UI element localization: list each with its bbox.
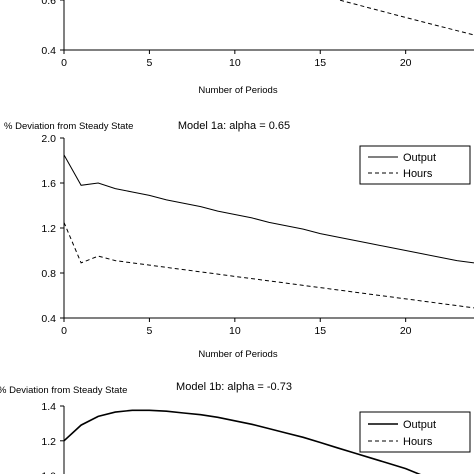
panel-middle-x-label: Number of Periods [198,349,277,360]
legend-box [359,145,471,185]
panel-middle-legend: Output Hours [359,145,471,185]
series-line-output [63,409,422,474]
y-tick-label: 0.6 [41,0,56,7]
panel-top-x-label: Number of Periods [198,85,277,96]
panel-middle-title: Model 1a: alpha = 0.65 [178,120,290,132]
x-tick-label: 0 [61,57,67,69]
panel-middle: % Deviation from Steady State Model 1a: … [4,120,474,360]
panel-bottom-legend: Output Hours [359,411,471,453]
y-tick-label: 1.6 [41,178,56,190]
x-tick-label: 15 [314,57,326,69]
series-line-output [63,154,474,264]
x-tick-label: 20 [400,325,412,337]
y-tick-label: 0.8 [41,268,56,280]
legend-output-label: Output [403,419,436,431]
panel-bottom: % Deviation from Steady State Model 1b: … [0,381,471,474]
panel-middle-y-label: % Deviation from Steady State [4,121,133,132]
panel-top: Number of Periods [63,0,474,96]
legend-box [359,411,471,453]
y-tick-label: 1.0 [41,471,56,474]
panel-2-marks: 1.0 1.2 1.4 [41,401,422,474]
y-tick-label: 0.4 [41,45,56,57]
legend-hours-label: Hours [403,436,433,448]
x-tick-label: 5 [146,325,152,337]
y-tick-label: 1.2 [41,436,56,448]
x-tick-label: 0 [61,325,67,337]
y-tick-label: 0.4 [41,313,56,325]
panel-bottom-y-label: % Deviation from Steady State [0,385,127,396]
series-line-hours [63,222,474,309]
series-line-dashed [337,0,474,36]
chart-marks: 0 5 10 15 20 0.4 0.6 0.80 5 10 15 20 0.4 0.8 1.2 1.6 2.0… [41,0,474,474]
y-tick-label: 1.2 [41,223,56,235]
x-tick-label: 10 [229,325,241,337]
y-tick-label: 1.4 [41,401,56,413]
legend-output-label: Output [403,152,436,164]
x-tick-label: 20 [400,57,412,69]
legend-hours-label: Hours [403,168,433,180]
x-tick-label: 5 [146,57,152,69]
x-tick-label: 10 [229,57,241,69]
panel-bottom-title: Model 1b: alpha = -0.73 [176,381,292,393]
x-tick-label: 15 [314,325,326,337]
y-tick-label: 2.0 [41,133,56,145]
panel-1-marks: 0 5 10 15 20 0.4 0.8 1.2 1.6 2.0 [41,133,474,337]
